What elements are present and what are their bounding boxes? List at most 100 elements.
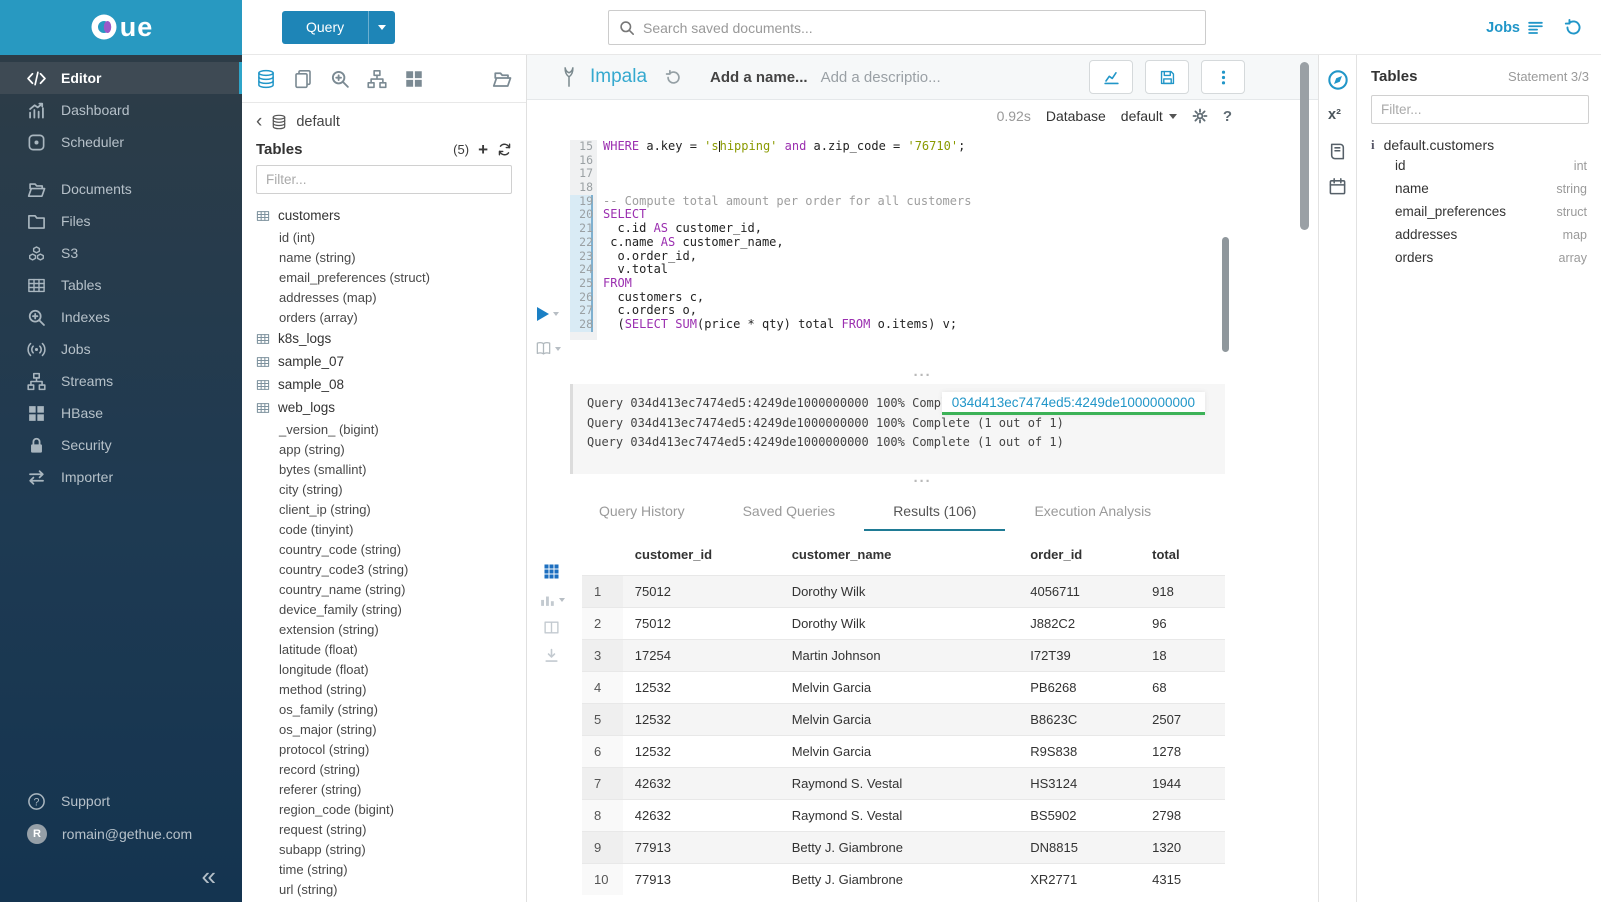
editor-scrollbar[interactable]: [1222, 237, 1229, 352]
calendar-icon[interactable]: [1328, 177, 1347, 196]
tree-column[interactable]: code (tinyint): [256, 519, 526, 539]
tree-column[interactable]: addresses (map): [256, 287, 526, 307]
bar-chart-icon[interactable]: [539, 591, 565, 608]
tree-column[interactable]: request (string): [256, 819, 526, 839]
add-table-button[interactable]: +: [478, 143, 488, 157]
tab-execution-analysis[interactable]: Execution Analysis: [1005, 490, 1180, 531]
tree-column[interactable]: name (string): [256, 247, 526, 267]
sidebar-item-indexes[interactable]: Indexes: [0, 301, 242, 333]
sidebar-item-documents[interactable]: Documents: [0, 173, 242, 205]
tree-table-k8s-logs[interactable]: k8s_logs: [256, 327, 526, 350]
tree-column[interactable]: orders (array): [256, 307, 526, 327]
tree-column[interactable]: city (string): [256, 479, 526, 499]
save-button[interactable]: [1145, 60, 1189, 94]
tree-column[interactable]: _version_ (bigint): [256, 419, 526, 439]
main-scrollbar[interactable]: [1300, 62, 1309, 230]
table-row[interactable]: 412532Melvin GarciaPB626868: [582, 672, 1225, 704]
sidebar-item-editor[interactable]: Editor: [0, 62, 242, 94]
format-button[interactable]: [535, 340, 561, 357]
query-description-input[interactable]: Add a descriptio...: [821, 69, 941, 86]
format-options-caret[interactable]: [555, 347, 561, 351]
editor-help-icon[interactable]: ?: [1223, 108, 1232, 125]
settings-gear-icon[interactable]: [1192, 108, 1208, 124]
tree-column[interactable]: email_preferences (struct): [256, 267, 526, 287]
compass-icon[interactable]: [1327, 69, 1349, 91]
table-row[interactable]: 612532Melvin GarciaR9S8381278: [582, 736, 1225, 768]
table-row[interactable]: 977913Betty J. GiambroneDN88151320: [582, 832, 1225, 864]
download-icon[interactable]: [543, 647, 560, 664]
sidebar-item-support[interactable]: ? Support: [0, 785, 242, 817]
resize-handle-2[interactable]: [527, 474, 1318, 490]
database-icon[interactable]: [256, 69, 276, 89]
schema-column-email-preferences[interactable]: email_preferencesstruct: [1371, 201, 1589, 222]
chart-button[interactable]: [1089, 60, 1133, 94]
table-row[interactable]: 842632Raymond S. VestalBS59022798: [582, 800, 1225, 832]
execute-button[interactable]: [537, 307, 559, 321]
tab-query-history[interactable]: Query History: [570, 490, 714, 531]
jobs-link[interactable]: Jobs: [1486, 19, 1544, 36]
tab-results-106[interactable]: Results (106): [864, 490, 1005, 531]
query-history-icon[interactable]: [665, 69, 682, 86]
sidebar-item-hbase[interactable]: HBase: [0, 397, 242, 429]
sidebar-item-security[interactable]: Security: [0, 429, 242, 461]
history-icon[interactable]: [1564, 18, 1583, 37]
sidebar-item-tables[interactable]: Tables: [0, 269, 242, 301]
tree-column[interactable]: os_family (string): [256, 699, 526, 719]
table-grid-icon[interactable]: [543, 563, 560, 580]
tree-table-web-logs[interactable]: web_logs: [256, 396, 526, 419]
tree-column[interactable]: region_code (bigint): [256, 799, 526, 819]
functions-icon[interactable]: x²: [1328, 107, 1347, 126]
engine-name[interactable]: Impala: [590, 66, 647, 88]
query-button[interactable]: Query: [282, 11, 395, 44]
tree-table-sample-08[interactable]: sample_08: [256, 373, 526, 396]
tree-column[interactable]: time (string): [256, 859, 526, 879]
tree-table-customers[interactable]: customers: [256, 204, 526, 227]
tree-column[interactable]: os_major (string): [256, 719, 526, 739]
tree-column[interactable]: extension (string): [256, 619, 526, 639]
magnifier-plus-icon[interactable]: [330, 69, 350, 89]
tree-column[interactable]: longitude (float): [256, 659, 526, 679]
tree-column[interactable]: app (string): [256, 439, 526, 459]
right-filter-input[interactable]: [1371, 95, 1589, 124]
schema-column-id[interactable]: idint: [1371, 155, 1589, 176]
tree-column[interactable]: id (int): [256, 227, 526, 247]
query-name-input[interactable]: Add a name...: [710, 69, 808, 86]
table-filter-input[interactable]: [256, 165, 512, 194]
sidebar-item-user[interactable]: R romain@gethue.com: [0, 818, 242, 850]
table-row[interactable]: 512532Melvin GarciaB8623C2507: [582, 704, 1225, 736]
sidebar-item-files[interactable]: Files: [0, 205, 242, 237]
tree-column[interactable]: record (string): [256, 759, 526, 779]
table-row[interactable]: 742632Raymond S. VestalHS31241944: [582, 768, 1225, 800]
tree-column[interactable]: client_ip (string): [256, 499, 526, 519]
columns-icon[interactable]: [543, 619, 560, 636]
sidebar-item-scheduler[interactable]: Scheduler: [0, 126, 242, 158]
schema-column-addresses[interactable]: addressesmap: [1371, 224, 1589, 245]
tree-column[interactable]: url (string): [256, 879, 526, 899]
info-icon[interactable]: i: [1371, 137, 1375, 153]
table-row[interactable]: 317254Martin JohnsonI72T3918: [582, 640, 1225, 672]
sidebar-item-streams[interactable]: Streams: [0, 365, 242, 397]
tree-column[interactable]: country_code3 (string): [256, 559, 526, 579]
tree-column[interactable]: method (string): [256, 679, 526, 699]
search-input[interactable]: [643, 20, 1195, 36]
schema-column-orders[interactable]: ordersarray: [1371, 247, 1589, 268]
refresh-icon[interactable]: [497, 142, 512, 157]
tree-column[interactable]: country_code (string): [256, 539, 526, 559]
tree-column[interactable]: latitude (float): [256, 639, 526, 659]
sidebar-item-s3[interactable]: S3: [0, 237, 242, 269]
sidebar-collapse-icon[interactable]: «: [202, 861, 216, 892]
tree-column[interactable]: device_family (string): [256, 599, 526, 619]
folder-open-icon[interactable]: [492, 69, 512, 89]
back-chevron-icon[interactable]: ‹: [256, 116, 262, 128]
breadcrumb-database[interactable]: default: [296, 114, 340, 130]
sitemap-icon[interactable]: [367, 69, 387, 89]
more-button[interactable]: [1201, 60, 1245, 94]
sidebar-item-importer[interactable]: Importer: [0, 461, 242, 493]
resize-handle[interactable]: [527, 368, 1318, 384]
tree-column[interactable]: referer (string): [256, 779, 526, 799]
documents-copy-icon[interactable]: [293, 69, 313, 89]
docs-book-icon[interactable]: [1328, 142, 1347, 161]
tab-saved-queries[interactable]: Saved Queries: [714, 490, 865, 531]
hue-logo[interactable]: ue: [0, 0, 242, 55]
active-table-row[interactable]: i default.customers: [1371, 137, 1589, 153]
